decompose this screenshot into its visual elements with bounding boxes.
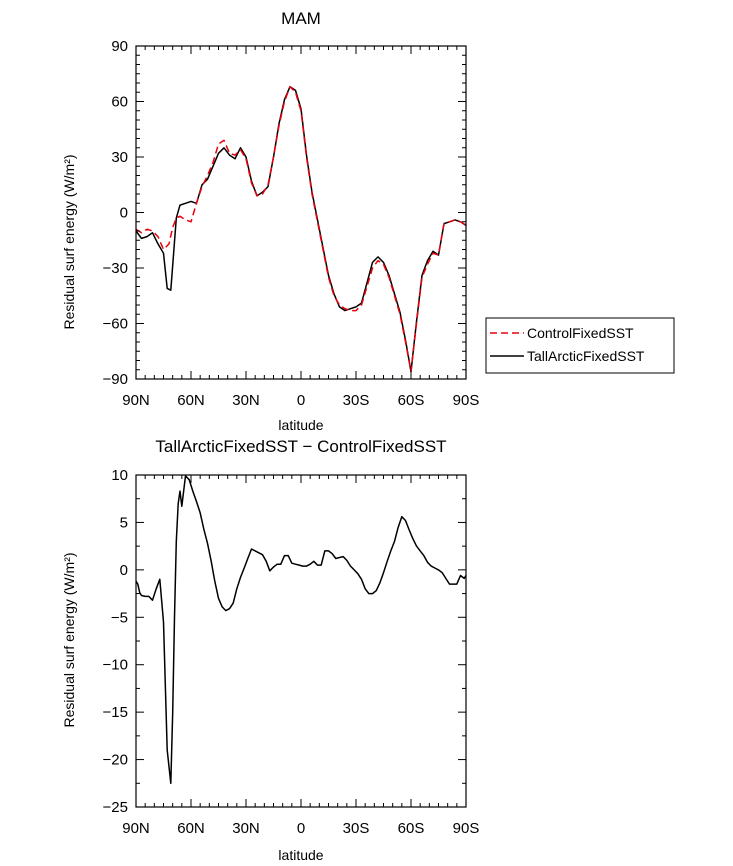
chart-title: TallArcticFixedSST − ControlFixedSST xyxy=(155,437,446,456)
legend-entry-control: ControlFixedSST xyxy=(527,325,634,341)
legend-entry-tallarctic: TallArcticFixedSST xyxy=(527,348,645,364)
plot-frame xyxy=(135,474,467,808)
x-tick-label: 90N xyxy=(122,392,150,409)
y-tick-label: −20 xyxy=(103,752,128,769)
legend: ControlFixedSST TallArcticFixedSST xyxy=(485,317,675,374)
y-tick-label: −15 xyxy=(103,704,128,721)
series-line-controlfixedsst xyxy=(135,85,467,373)
y-tick-label: −60 xyxy=(103,316,128,333)
y-tick-label: 30 xyxy=(111,149,128,166)
y-tick-label: 5 xyxy=(120,514,128,531)
x-tick-label: 0 xyxy=(297,392,305,409)
y-tick-label: −90 xyxy=(103,371,128,388)
x-axis-label: latitude xyxy=(278,847,323,863)
difference-panel: TallArcticFixedSST − ControlFixedSST Res… xyxy=(61,437,479,863)
x-tick-label: 0 xyxy=(297,820,305,837)
y-tick-label: 0 xyxy=(120,562,128,579)
x-tick-label: 30N xyxy=(232,820,260,837)
x-tick-label: 60N xyxy=(177,392,205,409)
plot-area xyxy=(135,85,467,373)
x-tick-label: 30S xyxy=(343,392,370,409)
plot-area xyxy=(135,475,467,785)
plot-frame xyxy=(135,45,467,380)
y-tick-label: −5 xyxy=(111,609,128,626)
x-tick-label: 30N xyxy=(232,392,260,409)
x-tick-label: 60S xyxy=(398,392,425,409)
y-tick-label: −10 xyxy=(103,657,128,674)
x-tick-label: 60S xyxy=(398,820,425,837)
y-tick-label: 0 xyxy=(120,205,128,222)
mam-panel: MAM Residual surf energy (W/m²) latitude… xyxy=(61,9,479,433)
x-axis-label: latitude xyxy=(278,417,323,433)
x-tick-label: 90S xyxy=(453,392,480,409)
legend-box xyxy=(485,317,675,374)
series-line-difference xyxy=(135,475,467,785)
y-axis-label: Residual surf energy (W/m²) xyxy=(61,552,77,727)
chart-title: MAM xyxy=(281,9,321,28)
x-tick-label: 90S xyxy=(453,820,480,837)
y-tick-label: 60 xyxy=(111,94,128,111)
y-tick-label: −30 xyxy=(103,260,128,277)
x-tick-label: 60N xyxy=(177,820,205,837)
x-tick-label: 30S xyxy=(343,820,370,837)
y-tick-label: 90 xyxy=(111,38,128,55)
axis-ticks: 90N 60N 30N 0 30S 60S 90S −90 −60 −30 0 30 60 90 xyxy=(103,38,480,409)
y-tick-label: 10 xyxy=(111,467,128,484)
x-tick-label: 90N xyxy=(122,820,150,837)
y-axis-label: Residual surf energy (W/m²) xyxy=(61,154,77,329)
axis-ticks: 90N 60N 30N 0 30S 60S 90S −25 −20 −15 −10 −5 0 5 10 xyxy=(103,467,480,837)
y-tick-label: −25 xyxy=(103,799,128,816)
